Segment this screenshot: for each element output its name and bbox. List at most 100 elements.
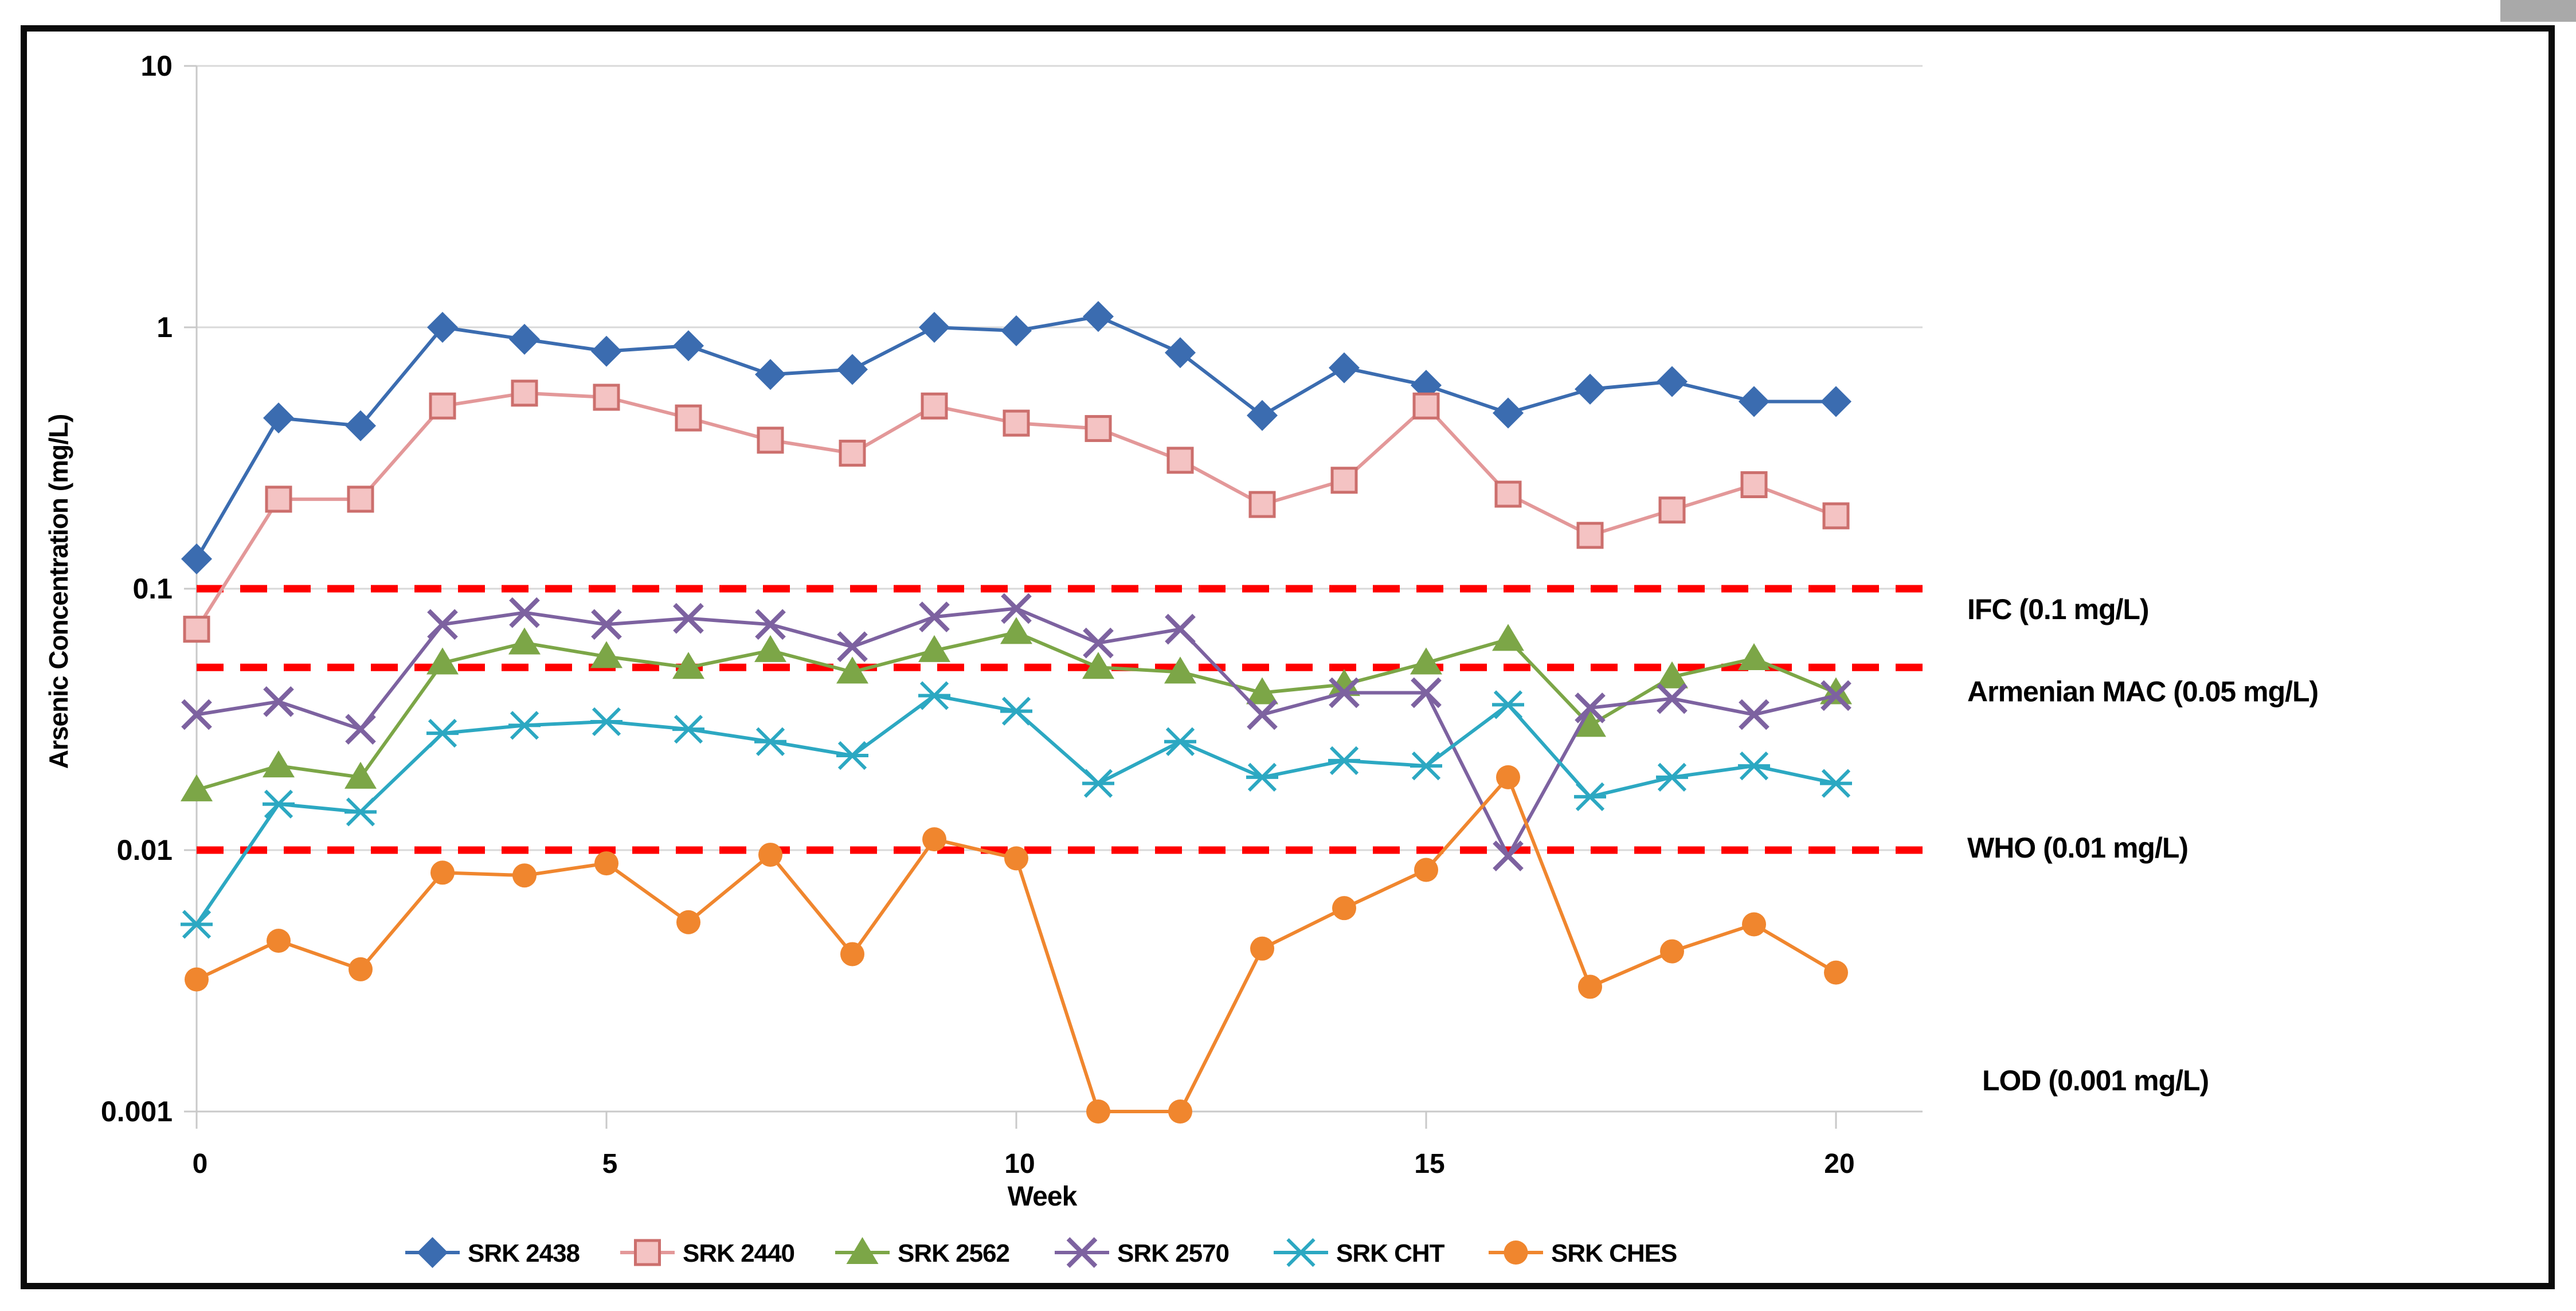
y-tick-label: 1 bbox=[156, 311, 173, 343]
y-tick-label: 10 bbox=[140, 50, 173, 82]
x-tick-label: 20 bbox=[1824, 1149, 1854, 1179]
marker-diamond bbox=[263, 402, 294, 434]
marker-diamond bbox=[1575, 373, 1606, 405]
marker-square bbox=[1085, 415, 1112, 443]
marker-x bbox=[1411, 677, 1442, 709]
marker-triangle bbox=[918, 635, 950, 662]
x-tick-label: 5 bbox=[602, 1149, 618, 1179]
legend-label: SRK CHES bbox=[1551, 1239, 1677, 1267]
marker-triangle bbox=[1574, 710, 1606, 737]
series-SRK-CHT bbox=[181, 681, 1852, 939]
marker-x bbox=[427, 609, 458, 640]
legend-label: SRK 2562 bbox=[898, 1239, 1009, 1267]
legend-item: SRK 2438 bbox=[405, 1237, 581, 1268]
marker-square bbox=[1576, 522, 1604, 549]
marker-triangle bbox=[672, 652, 704, 679]
x-tick-label: 0 bbox=[193, 1149, 208, 1179]
marker-circle bbox=[1824, 960, 1848, 985]
marker-x bbox=[673, 602, 704, 634]
marker-diamond bbox=[837, 354, 868, 385]
legend-label: SRK 2438 bbox=[468, 1239, 580, 1267]
legend-item: SRK CHES bbox=[1489, 1239, 1677, 1267]
marker-triangle bbox=[1082, 652, 1114, 679]
marker-diamond bbox=[919, 312, 950, 343]
marker-circle bbox=[1086, 1099, 1110, 1124]
marker-triangle bbox=[1164, 656, 1196, 684]
marker-square bbox=[429, 392, 456, 420]
marker-circle bbox=[1504, 1240, 1528, 1265]
marker-square bbox=[1412, 392, 1440, 420]
reference-label: Armenian MAC (0.05 mg/L) bbox=[1967, 675, 2318, 707]
marker-diamond bbox=[1247, 400, 1278, 431]
marker-x bbox=[1739, 699, 1769, 730]
marker-x bbox=[755, 609, 786, 640]
marker-x bbox=[591, 609, 622, 640]
chart-border-frame bbox=[21, 25, 2555, 1289]
marker-circle bbox=[1742, 912, 1766, 937]
marker-square bbox=[183, 616, 210, 643]
legend-item: SRK CHT bbox=[1274, 1238, 1446, 1267]
marker-circle bbox=[1660, 939, 1684, 964]
marker-diamond bbox=[1493, 397, 1524, 429]
reference-label: WHO (0.01 mg/L) bbox=[1967, 832, 2188, 864]
marker-triangle bbox=[1656, 661, 1688, 688]
marker-triangle bbox=[1000, 617, 1032, 644]
legend-item: SRK 2562 bbox=[835, 1237, 1010, 1267]
marker-circle bbox=[758, 843, 782, 867]
marker-circle bbox=[185, 967, 209, 992]
series-SRK-2562 bbox=[181, 617, 1852, 801]
marker-x bbox=[1001, 593, 1032, 624]
marker-diamond bbox=[1165, 337, 1196, 369]
reference-label: LOD (0.001 mg/L) bbox=[1982, 1065, 2209, 1097]
marker-square bbox=[634, 1239, 661, 1266]
reference-label: IFC (0.1 mg/L) bbox=[1967, 593, 2149, 625]
marker-square bbox=[1003, 409, 1030, 437]
marker-x bbox=[1821, 680, 1851, 711]
marker-square bbox=[1494, 480, 1522, 508]
marker-x bbox=[1066, 1237, 1098, 1268]
x-axis-title: Week bbox=[1008, 1181, 1078, 1212]
y-tick-label: 0.001 bbox=[101, 1095, 173, 1128]
legend-label: SRK CHT bbox=[1336, 1239, 1445, 1267]
series-SRK-CHES bbox=[185, 765, 1848, 1124]
marker-circle bbox=[1168, 1099, 1192, 1124]
marker-triangle bbox=[754, 635, 786, 662]
x-tick-label: 10 bbox=[1004, 1149, 1035, 1179]
marker-circle bbox=[267, 929, 291, 953]
marker-triangle bbox=[344, 761, 377, 789]
marker-diamond bbox=[1739, 386, 1769, 417]
marker-x bbox=[1493, 840, 1524, 871]
marker-triangle bbox=[590, 641, 623, 668]
marker-triangle bbox=[1738, 643, 1770, 671]
marker-circle bbox=[594, 851, 618, 876]
marker-circle bbox=[512, 863, 537, 888]
legend-item: SRK 2440 bbox=[620, 1239, 795, 1267]
marker-square bbox=[593, 383, 620, 411]
marker-circle bbox=[1250, 936, 1274, 961]
reference-lines-layer: IFC (0.1 mg/L) Armenian MAC (0.05 mg/L) WH… bbox=[197, 585, 2319, 1097]
marker-x bbox=[1247, 699, 1278, 730]
marker-circle bbox=[676, 910, 700, 934]
marker-square bbox=[921, 392, 948, 420]
marker-triangle bbox=[263, 750, 295, 778]
legend-label: SRK 2440 bbox=[683, 1239, 794, 1267]
marker-diamond bbox=[1083, 301, 1114, 332]
marker-square bbox=[839, 440, 866, 467]
marker-circle bbox=[349, 957, 373, 981]
marker-circle bbox=[922, 827, 946, 852]
marker-circle bbox=[1414, 858, 1438, 882]
marker-diamond bbox=[417, 1237, 448, 1268]
marker-triangle bbox=[1492, 624, 1524, 651]
marker-x bbox=[1329, 677, 1360, 709]
marker-circle bbox=[1332, 896, 1356, 921]
marker-square bbox=[1740, 471, 1768, 499]
marker-x bbox=[181, 699, 212, 730]
marker-diamond bbox=[427, 312, 458, 343]
series-SRK-2438 bbox=[181, 301, 1851, 575]
marker-square bbox=[1248, 491, 1276, 518]
marker-diamond bbox=[1821, 386, 1851, 417]
marker-square bbox=[1658, 496, 1686, 524]
marker-x bbox=[345, 714, 376, 745]
marker-diamond bbox=[1001, 315, 1032, 347]
series-SRK-2570 bbox=[181, 593, 1851, 871]
